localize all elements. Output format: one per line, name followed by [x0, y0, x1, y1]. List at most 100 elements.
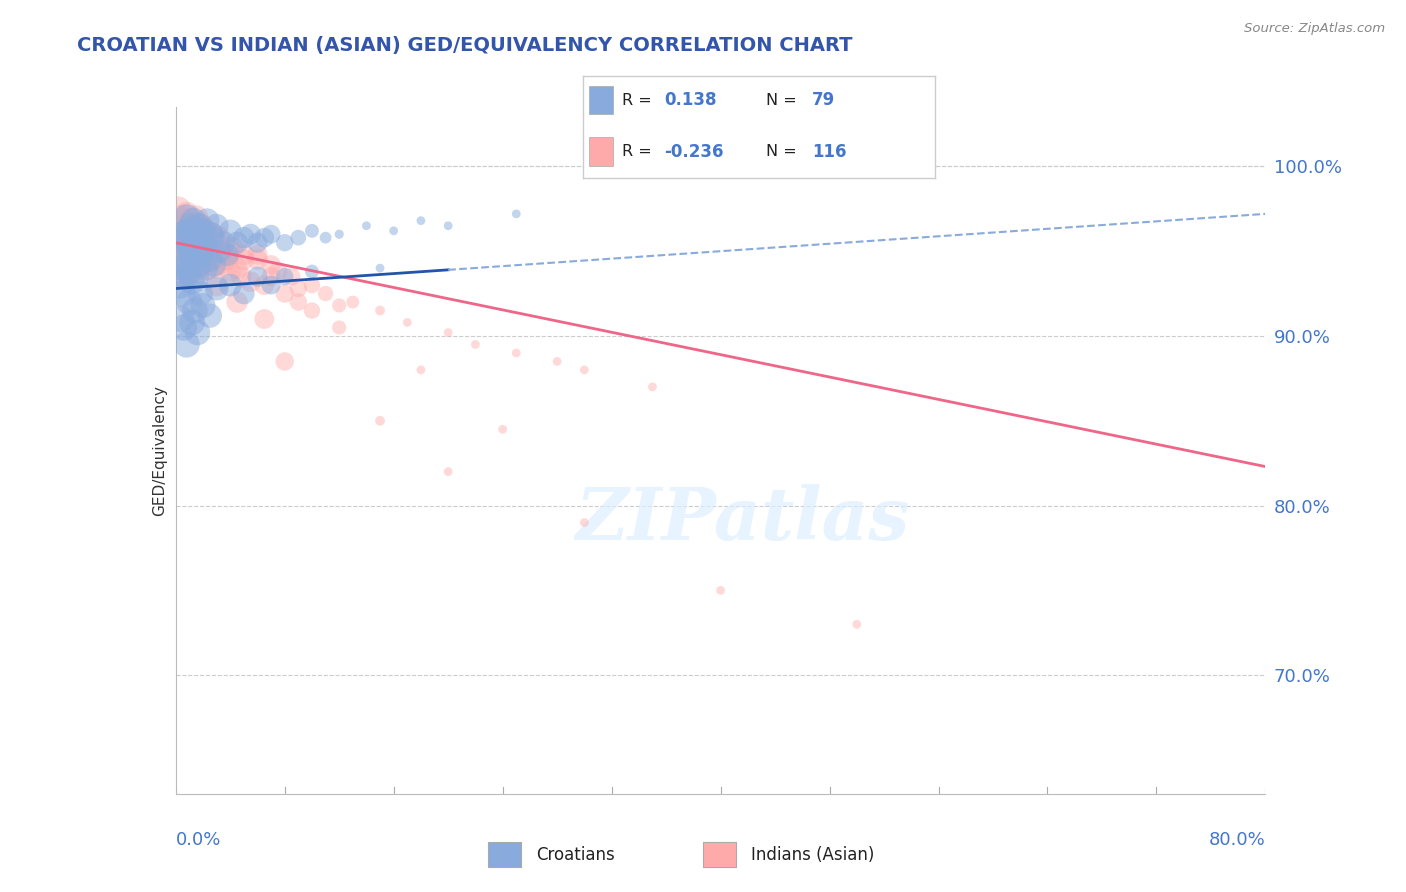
Point	[167, 202, 190, 216]
Point	[176, 337, 198, 351]
Point	[174, 258, 197, 272]
Point	[186, 269, 208, 284]
Text: ZIPatlas: ZIPatlas	[575, 483, 910, 555]
Point	[169, 278, 191, 293]
Point	[187, 258, 209, 272]
Point	[212, 258, 235, 272]
Point	[315, 230, 337, 244]
Point	[409, 363, 432, 377]
Point	[184, 303, 207, 318]
Point	[382, 224, 405, 238]
Text: Croatians: Croatians	[536, 846, 614, 863]
Y-axis label: GED/Equivalency: GED/Equivalency	[152, 385, 167, 516]
Point	[274, 269, 297, 284]
Point	[188, 286, 211, 301]
Point	[176, 258, 198, 272]
Point	[232, 230, 254, 244]
Point	[212, 244, 235, 259]
Point	[208, 230, 231, 244]
Point	[200, 227, 222, 242]
Point	[190, 219, 212, 233]
Point	[226, 261, 249, 276]
Point	[173, 261, 195, 276]
Point	[176, 207, 198, 221]
Point	[205, 235, 228, 250]
Point	[172, 227, 194, 242]
Point	[172, 235, 194, 250]
Point	[253, 230, 276, 244]
Point	[328, 227, 350, 242]
Point	[260, 227, 283, 242]
Point	[188, 244, 211, 259]
Point	[191, 252, 214, 267]
Point	[183, 247, 205, 261]
Point	[368, 261, 391, 276]
Point	[219, 278, 242, 293]
Point	[219, 264, 242, 278]
Point	[546, 354, 568, 368]
Point	[437, 326, 460, 340]
Point	[201, 227, 224, 242]
Text: 0.0%: 0.0%	[176, 831, 221, 849]
Point	[167, 252, 190, 267]
Point	[201, 230, 224, 244]
Point	[574, 516, 596, 530]
Point	[184, 241, 207, 255]
Text: CROATIAN VS INDIAN (ASIAN) GED/EQUIVALENCY CORRELATION CHART: CROATIAN VS INDIAN (ASIAN) GED/EQUIVALEN…	[77, 36, 853, 54]
Point	[174, 269, 197, 284]
Point	[173, 320, 195, 334]
Point	[193, 235, 215, 250]
FancyBboxPatch shape	[703, 842, 737, 867]
Text: 80.0%: 80.0%	[1209, 831, 1265, 849]
Point	[186, 247, 208, 261]
Point	[186, 230, 209, 244]
Point	[239, 275, 262, 289]
Point	[287, 281, 309, 295]
Point	[505, 346, 527, 360]
Point	[191, 230, 214, 244]
Point	[173, 219, 195, 233]
Point	[181, 275, 204, 289]
Text: -0.236: -0.236	[665, 143, 724, 161]
Point	[186, 224, 209, 238]
Point	[177, 235, 200, 250]
Point	[217, 252, 239, 267]
Point	[170, 312, 193, 326]
Point	[186, 326, 209, 340]
Point	[170, 244, 193, 259]
Point	[274, 235, 297, 250]
Point	[222, 241, 245, 255]
Point	[177, 230, 200, 244]
Point	[188, 230, 211, 244]
Point	[205, 278, 228, 293]
Point	[187, 219, 209, 233]
Point	[195, 247, 218, 261]
Point	[246, 252, 269, 267]
Point	[505, 207, 527, 221]
Point	[246, 269, 269, 284]
Point	[464, 337, 486, 351]
Point	[267, 264, 290, 278]
Point	[253, 312, 276, 326]
Point	[280, 269, 302, 284]
Text: N =: N =	[766, 93, 797, 108]
Text: 79: 79	[813, 92, 835, 110]
Point	[274, 286, 297, 301]
Point	[195, 213, 218, 227]
Point	[232, 252, 254, 267]
Text: Indians (Asian): Indians (Asian)	[751, 846, 875, 863]
Point	[183, 252, 205, 267]
Point	[301, 224, 323, 238]
Point	[179, 295, 201, 310]
Point	[260, 269, 283, 284]
Point	[179, 219, 201, 233]
Point	[437, 465, 460, 479]
Point	[328, 320, 350, 334]
Point	[260, 278, 283, 293]
Point	[184, 235, 207, 250]
Point	[170, 235, 193, 250]
Text: 0.138: 0.138	[665, 92, 717, 110]
Point	[191, 224, 214, 238]
Point	[173, 213, 195, 227]
Point	[179, 264, 201, 278]
